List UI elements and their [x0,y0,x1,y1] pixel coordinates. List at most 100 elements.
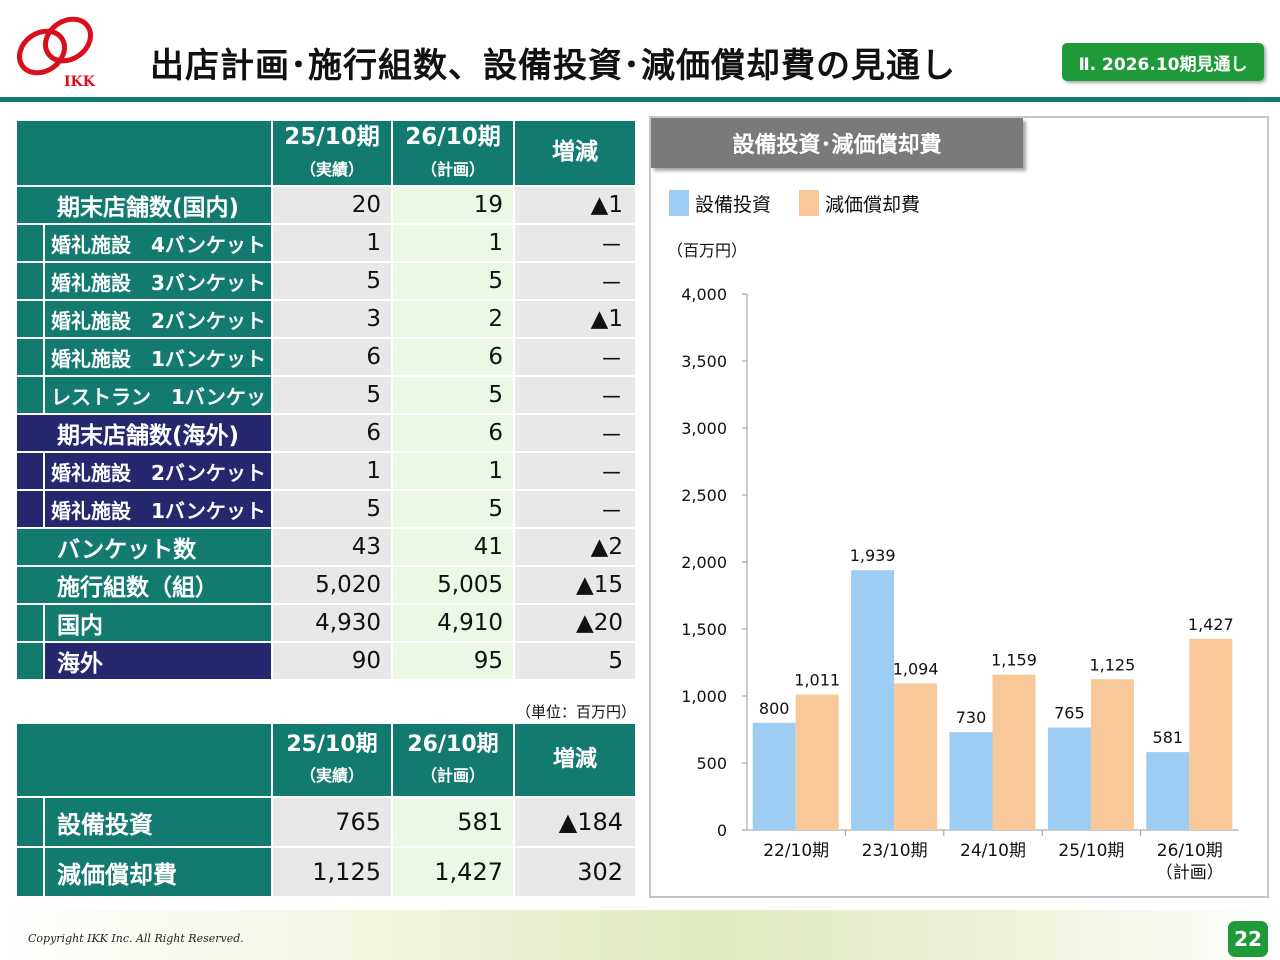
cell-change: － [513,337,637,377]
row-label: 設備投資 [43,796,273,848]
indent-strip [15,375,45,415]
page-title: 出店計画･施行組数、設備投資･減価償却費の見通し [150,46,956,86]
table-row: 施行組数（組） 5,020 5,005 ▲15 [15,565,637,605]
cell-change: 302 [513,846,637,898]
indent-strip [15,299,45,339]
cell-plan: 5,005 [391,565,515,605]
cell-actual: 3 [271,299,393,339]
cell-actual: 4,930 [271,603,393,643]
cell-change: － [513,413,637,453]
table-row: 海外 90 95 5 [15,641,637,681]
legend-swatch [669,190,689,216]
bar [949,732,993,830]
cell-change: － [513,375,637,415]
row-label: 海外 [43,641,273,681]
bar [1189,638,1233,830]
x-tick-label: 22/10期 [763,841,829,861]
x-tick-label: 26/10期 [1157,841,1223,861]
data-label: 1,939 [850,546,896,565]
y-tick-label: 500 [696,754,727,773]
y-tick-label: 3,000 [681,419,727,438]
bar [1146,752,1190,830]
data-label: 765 [1054,703,1085,722]
data-label: 1,427 [1188,615,1234,634]
y-tick-label: 2,000 [681,553,727,572]
data-label: 1,094 [893,659,939,678]
cell-actual: 6 [271,337,393,377]
table-row: 設備投資 765 581 ▲184 [15,796,637,848]
data-label: 1,125 [1089,655,1135,674]
y-tick-label: 1,500 [681,620,727,639]
footer-band [0,910,1280,960]
table-row: 婚礼施設 1バンケット 6 6 － [15,337,637,377]
cell-actual: 1,125 [271,846,393,898]
table-row: 婚礼施設 4バンケット 1 1 － [15,223,637,263]
indent-strip [15,796,45,848]
cell-change: ▲1 [513,299,637,339]
indent-strip [15,261,45,301]
cell-plan: 5 [391,261,515,301]
cell-plan: 4,910 [391,603,515,643]
table-row: 国内 4,930 4,910 ▲20 [15,603,637,643]
y-tick-label: 0 [717,821,727,840]
cell-actual: 5 [271,375,393,415]
cell-plan: 581 [391,796,515,848]
x-tick-label: 24/10期 [960,841,1026,861]
col-header-change: 増減 [513,722,637,798]
store-plan-table: 25/10期 （実績） 26/10期 （計画） 増減 期末店舗数(国内) 20 19… [15,119,637,681]
x-tick-label: 25/10期 [1058,841,1124,861]
cell-plan: 5 [391,489,515,529]
legend-label: 設備投資 [695,194,771,216]
table-row: 婚礼施設 1バンケット 5 5 － [15,489,637,529]
chart-title: 設備投資･減価償却費 [651,118,1023,168]
cell-change: － [513,223,637,263]
header-rule [0,97,1280,102]
indent-strip [15,489,45,529]
table-corner [15,722,273,798]
table-row: 期末店舗数(国内) 20 19 ▲1 [15,185,637,225]
cell-change: ▲1 [513,185,637,225]
col-header-change: 増減 [513,119,637,187]
y-tick-label: 4,000 [681,285,727,304]
cell-plan: 5 [391,375,515,415]
cell-actual: 20 [271,185,393,225]
x-tick-label: （計画） [1156,863,1224,883]
col-header-plan: 26/10期 （計画） [391,722,515,798]
bar [992,674,1036,830]
cell-change: ▲15 [513,565,637,605]
cell-actual: 1 [271,223,393,263]
indent-strip [15,603,45,643]
bar [752,722,796,830]
row-label: 期末店舗数(海外) [15,413,273,453]
row-label: 国内 [43,603,273,643]
unit-note: （単位：百万円） [516,703,637,721]
table-row: 婚礼施設 2バンケット 1 1 － [15,451,637,491]
table-row: 減価償却費 1,125 1,427 302 [15,846,637,898]
y-tick-label: 3,500 [681,352,727,371]
x-tick-label: 23/10期 [862,841,928,861]
data-label: 1,159 [991,651,1037,670]
section-badge: Ⅱ. 2026.10期見通し [1062,43,1264,81]
table-row: 婚礼施設 3バンケット 5 5 － [15,261,637,301]
row-label: 減価償却費 [43,846,273,898]
cell-change: ▲184 [513,796,637,848]
cell-change: ▲2 [513,527,637,567]
copyright: Copyright IKK Inc. All Right Reserved. [28,932,244,945]
cell-change: － [513,261,637,301]
cell-actual: 90 [271,641,393,681]
cell-actual: 6 [271,413,393,453]
cell-actual: 5 [271,261,393,301]
data-label: 800 [759,699,790,718]
bar [1090,679,1134,830]
col-header-actual: 25/10期 （実績） [271,722,393,798]
cell-change: － [513,451,637,491]
data-label: 730 [956,708,987,727]
row-label: 婚礼施設 2バンケット [43,451,273,491]
cell-plan: 19 [391,185,515,225]
bar [795,694,839,830]
bar [894,683,938,830]
indent-strip [15,641,45,681]
ikk-logo: IKK [17,16,96,90]
row-label: 婚礼施設 3バンケット [43,261,273,301]
indent-strip [15,846,45,898]
